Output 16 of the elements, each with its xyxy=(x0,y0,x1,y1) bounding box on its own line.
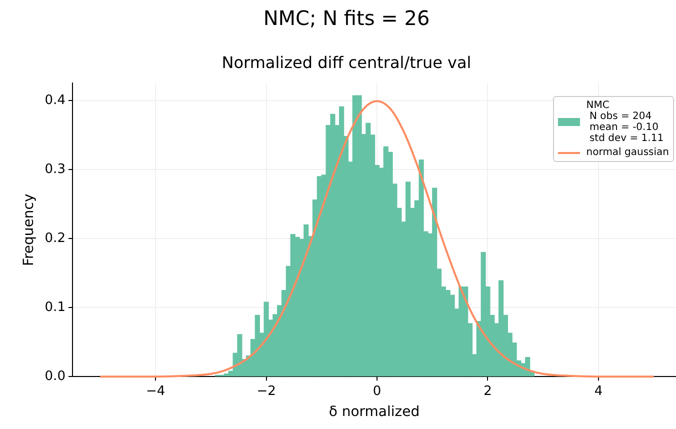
y-tick-label: 0.1 xyxy=(44,300,66,315)
x-tick-label: 4 xyxy=(594,384,603,399)
x-axis-title: δ normalized xyxy=(328,404,420,420)
x-tick-label: −2 xyxy=(256,384,276,399)
y-tick-label: 0.2 xyxy=(44,230,66,246)
x-tick-label: 2 xyxy=(484,384,492,399)
legend-label: normal gaussian xyxy=(586,147,669,158)
chart-title: NMC; N fits = 26 xyxy=(263,6,430,30)
x-tick-label: −4 xyxy=(146,384,166,399)
chart-subtitle: Normalized diff central/true val xyxy=(222,52,472,72)
y-tick-label: 0.4 xyxy=(44,92,66,108)
x-tick-label: 0 xyxy=(372,384,382,399)
legend-label: NMC N obs = 204 mean = -0.10 std dev = 1.11 xyxy=(586,100,664,144)
y-tick-label: 0.3 xyxy=(44,162,66,177)
y-tick-label: 0.0 xyxy=(44,368,66,384)
y-axis-title: Frequency xyxy=(21,194,38,266)
